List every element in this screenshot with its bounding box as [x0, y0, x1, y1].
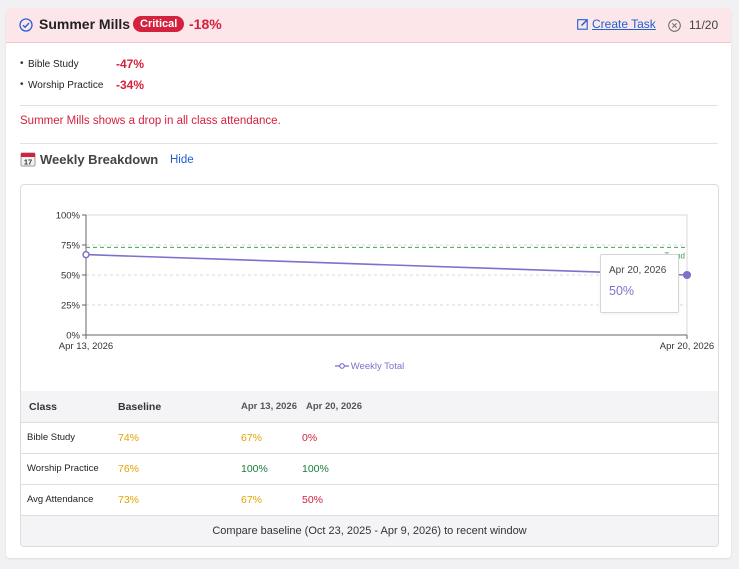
legend-line-icon: [334, 363, 349, 369]
alert-message: Summer Mills shows a drop in all class a…: [20, 115, 281, 127]
metric-name: Bible Study: [28, 59, 79, 70]
alert-header: Summer Mills Critical -18% Create Task 1…: [6, 8, 731, 43]
y-tick-label: 100%: [56, 211, 81, 222]
calendar-icon: 17: [20, 152, 36, 167]
chart-tooltip: Apr 20, 2026 50%: [600, 254, 679, 313]
overall-change: -18%: [189, 16, 222, 32]
class-name: Avg Attendance: [27, 494, 94, 505]
y-tick-label: 0%: [66, 331, 80, 342]
hide-link[interactable]: Hide: [170, 154, 194, 166]
tooltip-date: Apr 20, 2026: [609, 265, 667, 276]
table-row: Avg Attendance 73% 67% 50%: [21, 485, 718, 516]
x-tick-label: Apr 13, 2026: [59, 341, 113, 352]
table-row: Bible Study 74% 67% 0%: [21, 423, 718, 454]
svg-text:17: 17: [24, 158, 32, 167]
tooltip-value: 50%: [609, 284, 635, 298]
check-circle-icon[interactable]: [19, 18, 33, 32]
data-point: [82, 250, 90, 259]
metric-name: Worship Practice: [28, 80, 104, 91]
section-title: 17 Weekly Breakdown: [20, 151, 158, 167]
series-line: [85, 253, 688, 276]
legend-label: Weekly Total: [350, 361, 405, 372]
chart-legend[interactable]: Weekly Total: [21, 361, 718, 372]
create-task-link[interactable]: Create Task: [577, 17, 656, 31]
week2-value: 50%: [302, 494, 324, 506]
alert-card: Summer Mills Critical -18% Create Task 1…: [6, 8, 731, 558]
data-point: [682, 270, 692, 280]
col-header-week1: Apr 13, 2026: [241, 401, 297, 412]
col-header-baseline: Baseline: [118, 401, 162, 413]
close-icon[interactable]: [668, 19, 681, 32]
alert-counter: 11/20: [689, 18, 719, 32]
severity-badge: Critical: [133, 16, 185, 32]
divider: [20, 143, 718, 144]
baseline-value: 76%: [118, 463, 140, 475]
edit-icon: [577, 18, 589, 30]
section-title-text: Weekly Breakdown: [40, 152, 159, 167]
class-name: Worship Practice: [27, 463, 99, 474]
baseline-value: 73%: [118, 494, 140, 506]
metric-value: -47%: [116, 57, 145, 71]
y-tick-label: 25%: [61, 301, 81, 312]
y-tick-label: 75%: [61, 241, 81, 252]
bullet: •: [20, 79, 24, 90]
week1-value: 67%: [241, 432, 263, 444]
y-tick-label: 50%: [61, 271, 81, 282]
col-header-class: Class: [29, 401, 58, 413]
x-tick-label: Apr 20, 2026: [660, 341, 714, 352]
metric-value: -34%: [116, 78, 145, 92]
table-row: Worship Practice 76% 100% 100%: [21, 454, 718, 485]
week1-value: 100%: [241, 463, 268, 475]
week2-value: 100%: [302, 463, 329, 475]
week1-value: 67%: [241, 494, 263, 506]
create-task-label: Create Task: [592, 17, 656, 31]
comparison-note: Compare baseline (Oct 23, 2025 - Apr 9, …: [21, 516, 718, 546]
breakdown-table: Class Baseline Apr 13, 2026 Apr 20, 2026…: [21, 391, 718, 546]
table-header: Class Baseline Apr 13, 2026 Apr 20, 2026: [21, 391, 718, 423]
baseline-value: 74%: [118, 432, 140, 444]
bullet: •: [20, 58, 24, 69]
col-header-week2: Apr 20, 2026: [306, 401, 362, 412]
class-name: Bible Study: [27, 432, 76, 443]
divider: [20, 105, 718, 106]
week2-value: 0%: [302, 432, 318, 444]
page-title: Summer Mills: [39, 16, 131, 32]
